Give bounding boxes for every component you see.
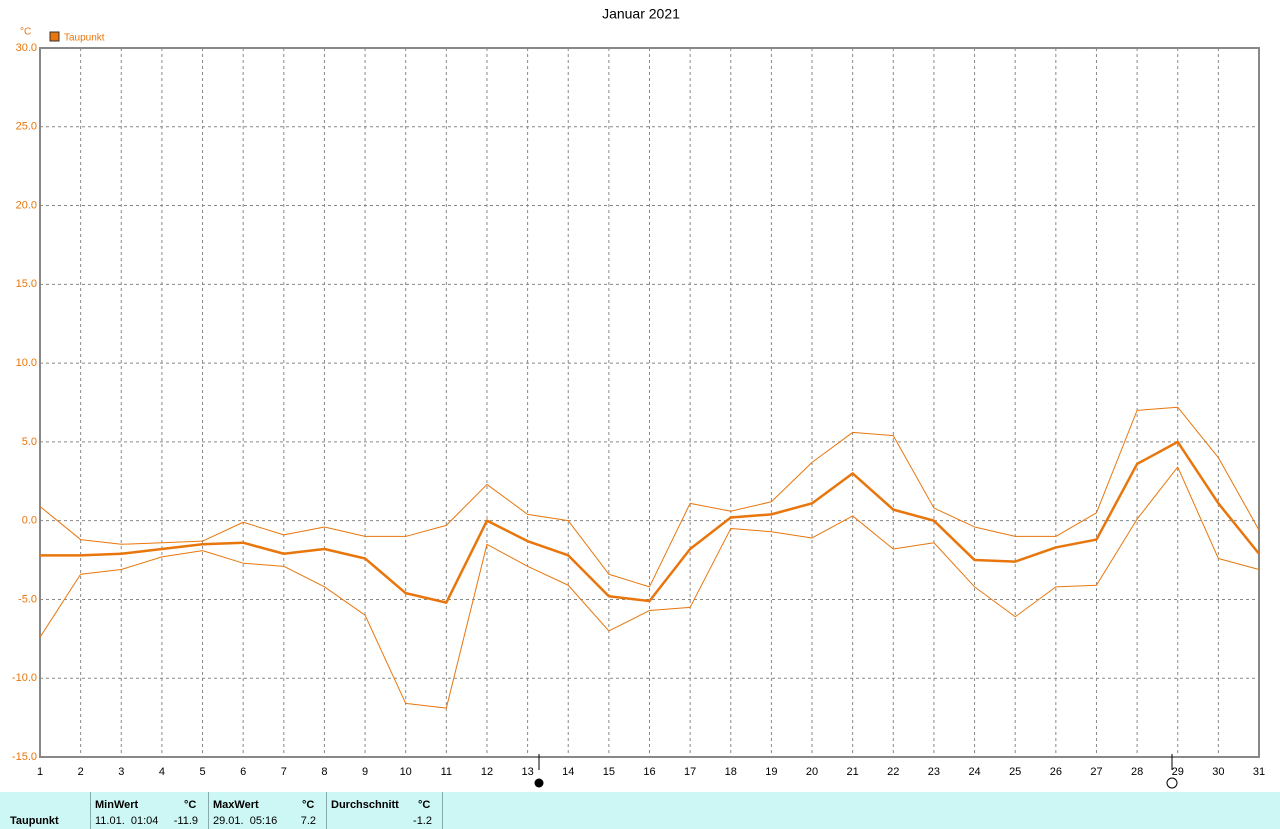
x-tick-label: 6 <box>240 766 246 778</box>
x-tick-label: 7 <box>281 766 287 778</box>
column-header: MinWert <box>95 799 139 811</box>
x-tick-label: 23 <box>928 766 940 778</box>
time: 11.01. 01:04 <box>95 815 159 827</box>
column-unit: °C <box>302 799 315 811</box>
x-tick-label: 28 <box>1131 766 1143 778</box>
legend-label: Taupunkt <box>64 33 105 44</box>
column-unit: °C <box>418 799 431 811</box>
chart: Januar 2021 °C Taupunkt 30.025.020.015.0… <box>12 6 1265 789</box>
legend-swatch <box>49 31 60 42</box>
x-tick-label: 15 <box>603 766 615 778</box>
x-tick-label: 22 <box>887 766 899 778</box>
x-tick-label: 20 <box>806 766 818 778</box>
column-unit: °C <box>184 799 197 811</box>
separator <box>208 792 209 829</box>
x-tick-label: 29 <box>1172 766 1184 778</box>
y-tick-label: -15.0 <box>12 751 37 763</box>
x-tick-label: 19 <box>765 766 777 778</box>
max-line <box>39 406 1260 588</box>
value: -11.9 <box>173 815 198 827</box>
stats-table: Taupunkt MinWert °C 11.01. 01:04 -11.9 MaxWe… <box>0 792 1280 829</box>
chart-title: Januar 2021 <box>602 6 680 22</box>
x-tick-label: 8 <box>321 766 327 778</box>
x-tick-label: 4 <box>159 766 165 778</box>
separator <box>442 792 443 829</box>
y-tick-label: -10.0 <box>12 672 37 684</box>
x-tick-label: 1 <box>37 766 43 778</box>
x-tick-label: 3 <box>118 766 124 778</box>
min-line <box>39 466 1260 709</box>
x-tick-label: 9 <box>362 766 368 778</box>
x-tick-label: 5 <box>199 766 205 778</box>
x-tick-label: 21 <box>847 766 859 778</box>
x-tick-label: 26 <box>1050 766 1062 778</box>
y-unit: °C <box>20 27 31 38</box>
x-tick-label: 16 <box>643 766 655 778</box>
y-tick-label: 10.0 <box>16 357 37 369</box>
y-tick-label: 15.0 <box>16 278 37 290</box>
x-tick-label: 2 <box>78 766 84 778</box>
y-tick-label: 30.0 <box>16 42 37 54</box>
x-tick-label: 24 <box>968 766 980 778</box>
x-tick-label: 10 <box>400 766 412 778</box>
moon-full <box>534 778 544 788</box>
moon-new <box>1166 777 1178 789</box>
column-header: Durchschnitt <box>331 799 399 811</box>
plot-frame <box>39 47 1260 758</box>
x-tick-label: 30 <box>1212 766 1224 778</box>
grid <box>40 48 1259 757</box>
y-tick-label: 5.0 <box>22 436 37 448</box>
column-header: MaxWert <box>213 799 259 811</box>
x-tick-label: 11 <box>441 766 452 778</box>
y-tick-label: 25.0 <box>16 121 37 133</box>
y-tick-label: -5.0 <box>18 593 37 605</box>
time: 29.01. 05:16 <box>213 815 278 827</box>
separator <box>90 792 91 829</box>
row-label: Taupunkt <box>10 815 59 827</box>
y-tick-label: 0.0 <box>22 515 37 527</box>
value: 7.2 <box>300 815 316 827</box>
x-tick-label: 17 <box>684 766 696 778</box>
x-tick-label: 18 <box>725 766 737 778</box>
x-tick-label: 14 <box>562 766 574 778</box>
x-tick-label: 27 <box>1090 766 1102 778</box>
x-tick-label: 31 <box>1253 766 1265 778</box>
line <box>40 440 1260 604</box>
separator <box>326 792 327 829</box>
y-tick-label: 20.0 <box>16 199 37 211</box>
value: -1.2 <box>413 815 432 827</box>
x-tick-label: 25 <box>1009 766 1021 778</box>
x-tick-label: 12 <box>481 766 493 778</box>
x-tick-label: 13 <box>521 766 533 778</box>
